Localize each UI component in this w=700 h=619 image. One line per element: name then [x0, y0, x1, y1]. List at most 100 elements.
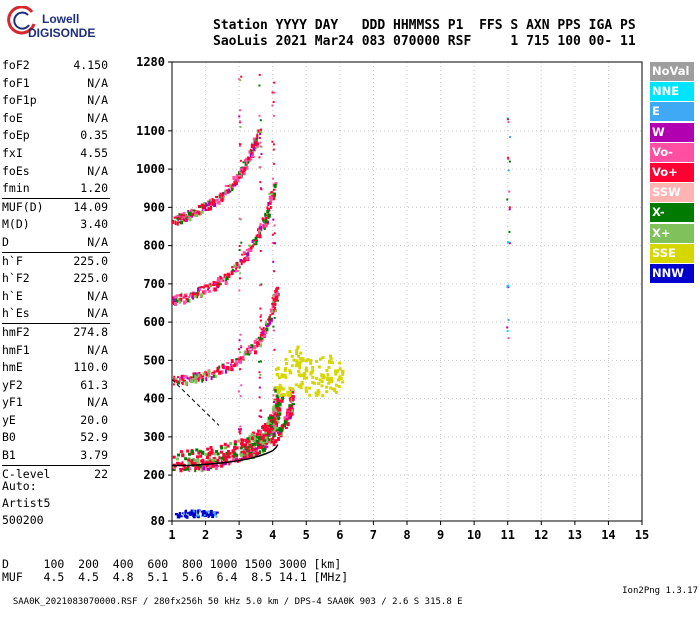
- echo-mark: [258, 376, 261, 379]
- echo-mark: [250, 437, 254, 441]
- echo-mark: [213, 287, 217, 292]
- echo-mark: [187, 461, 191, 465]
- echo-mark: [190, 449, 194, 453]
- echo-mark: [235, 173, 239, 178]
- echo-mark: [186, 449, 190, 453]
- echo-mark: [190, 509, 193, 514]
- echo-mark: [508, 230, 511, 233]
- echo-mark: [259, 319, 262, 322]
- echo-mark: [259, 343, 263, 348]
- echo-mark: [197, 451, 201, 455]
- param-row: fmin 1.20: [2, 180, 108, 198]
- echo-mark: [247, 345, 250, 350]
- echo-mark: [184, 295, 187, 298]
- echo-mark: [216, 198, 219, 202]
- echo-mark: [250, 245, 253, 250]
- param-name: C-level: [2, 466, 51, 481]
- echo-mark: [252, 450, 256, 453]
- echo-mark: [304, 366, 308, 370]
- echo-mark: [236, 261, 239, 266]
- echo-mark: [210, 448, 214, 452]
- echo-mark: [258, 284, 261, 287]
- echo-mark: [234, 269, 238, 273]
- echo-mark: [193, 293, 197, 298]
- echo-mark: [196, 515, 200, 519]
- echo-mark: [256, 343, 259, 348]
- echo-mark: [185, 509, 188, 513]
- echo-mark: [222, 457, 226, 461]
- echo-mark: [228, 190, 232, 193]
- echo-mark: [259, 440, 263, 444]
- echo-mark: [292, 358, 296, 362]
- echo-mark: [232, 175, 236, 180]
- echo-mark: [209, 509, 213, 514]
- echo-mark: [260, 360, 263, 363]
- echo-mark: [272, 325, 275, 328]
- param-value: 274.8: [73, 324, 108, 339]
- param-row: h`F2 225.0: [2, 270, 108, 288]
- echo-mark: [218, 456, 221, 460]
- echo-mark: [278, 412, 282, 416]
- echo-mark: [202, 511, 206, 516]
- echo-mark: [273, 293, 276, 296]
- echo-mark: [197, 512, 200, 515]
- param-value: 61.3: [80, 377, 108, 392]
- echo-mark: [339, 376, 343, 380]
- param-value: N/A: [87, 163, 108, 178]
- echo-mark: [320, 384, 324, 388]
- echo-mark: [262, 443, 265, 447]
- echo-mark: [239, 333, 242, 336]
- echo-mark: [192, 509, 195, 513]
- echo-mark: [217, 200, 221, 205]
- echo-mark: [255, 441, 259, 445]
- echo-mark: [221, 193, 224, 198]
- echo-mark: [284, 367, 288, 371]
- echo-mark: [255, 439, 259, 443]
- echo-mark: [196, 210, 199, 214]
- echo-mark: [288, 417, 292, 420]
- echo-mark: [281, 392, 285, 396]
- echo-mark: [279, 386, 283, 390]
- y-tick-label: 1280: [136, 55, 165, 69]
- echo-mark: [317, 382, 321, 386]
- echo-mark: [251, 155, 255, 158]
- echo-mark: [211, 514, 215, 519]
- echo-mark: [246, 455, 249, 459]
- echo-mark: [250, 149, 253, 152]
- echo-mark: [327, 381, 331, 385]
- echo-mark: [172, 383, 175, 386]
- echo-mark: [238, 171, 242, 174]
- echo-mark: [276, 412, 280, 416]
- echo-mark: [271, 408, 275, 412]
- echo-mark: [268, 192, 272, 195]
- echo-mark: [276, 429, 280, 432]
- footer-info: SAA0K_2021083070000.RSF / 280fx256h 50 k…: [2, 586, 698, 619]
- footer-file-info: SAA0K_2021083070000.RSF / 280fx256h 50 k…: [12, 597, 463, 607]
- echo-mark: [255, 145, 259, 148]
- echo-mark: [288, 410, 292, 414]
- echo-mark: [241, 170, 244, 175]
- echo-mark: [207, 288, 210, 291]
- param-row: hmF1 N/A: [2, 342, 108, 360]
- echo-mark: [217, 277, 221, 282]
- echo-mark: [244, 438, 248, 442]
- echo-mark: [290, 411, 294, 416]
- echo-mark: [275, 404, 279, 408]
- echo-mark: [223, 195, 226, 198]
- echo-mark: [273, 424, 277, 429]
- echo-mark: [267, 416, 271, 420]
- echo-mark: [194, 374, 197, 379]
- echo-mark: [195, 292, 198, 295]
- echo-mark: [304, 359, 308, 363]
- echo-mark: [239, 356, 242, 360]
- param-row: MUF(D) 14.09: [2, 199, 108, 217]
- echo-mark: [227, 188, 230, 193]
- param-separator: [2, 197, 110, 199]
- echo-mark: [270, 416, 274, 420]
- echo-mark: [197, 287, 201, 292]
- echo-mark: [507, 241, 510, 244]
- echo-mark: [240, 261, 243, 266]
- echo-mark: [241, 166, 244, 170]
- echo-mark: [290, 364, 294, 368]
- echo-mark: [185, 216, 188, 219]
